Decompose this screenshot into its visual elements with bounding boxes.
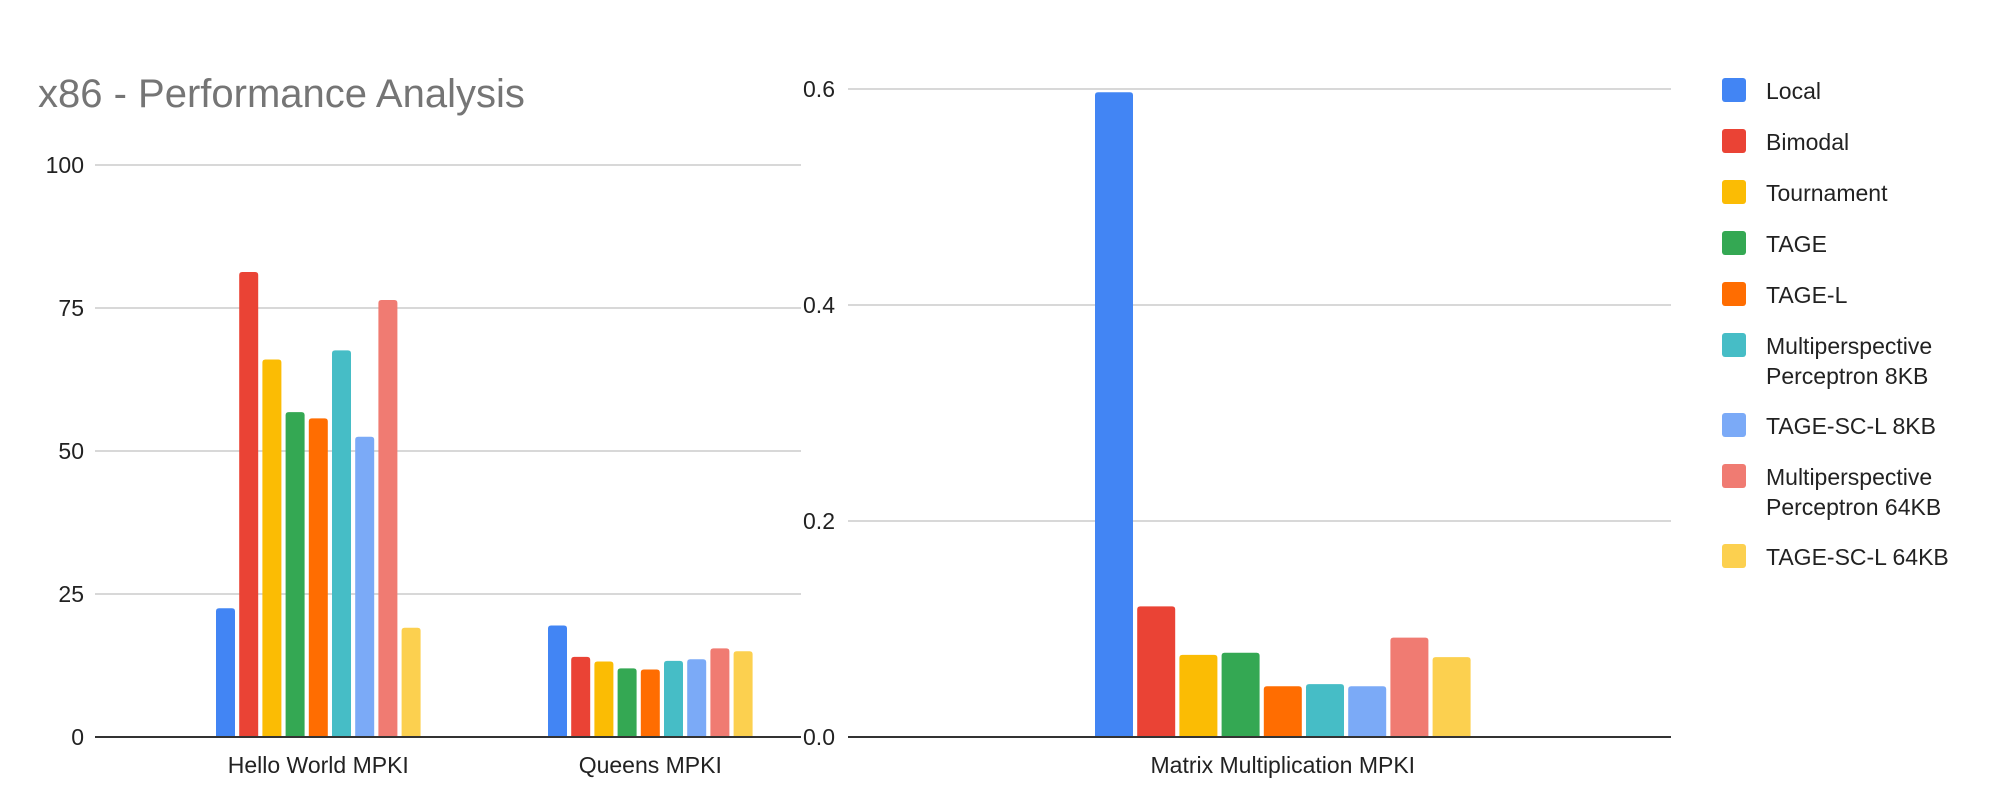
y-tick-label: 0.0 <box>803 724 835 750</box>
x-category-label: Hello World MPKI <box>228 752 409 778</box>
legend-item: TAGE-SC-L 8KB <box>1722 411 1936 441</box>
legend-item: Multiperspective Perceptron 64KB <box>1722 462 1941 522</box>
bar-tournament <box>1179 654 1218 737</box>
y-tick-label: 0.6 <box>803 76 835 102</box>
bar-multiperspective-perceptron-8kb <box>1306 684 1344 737</box>
legend-item: Multiperspective Perceptron 8KB <box>1722 331 1932 391</box>
legend-swatch <box>1722 282 1746 306</box>
bar-tage <box>1221 652 1260 737</box>
legend-swatch <box>1722 333 1746 357</box>
legend-label: Multiperspective Perceptron 8KB <box>1766 333 1933 389</box>
legend-label: Local <box>1766 78 1821 104</box>
bar-multiperspective-perceptron-8kb <box>664 660 683 737</box>
legend-swatch <box>1722 78 1746 102</box>
bar-tage-l <box>308 418 328 737</box>
legend-label: TAGE-SC-L 64KB <box>1766 544 1949 570</box>
legend-item: Local <box>1722 76 1821 106</box>
bar-tage <box>617 668 637 737</box>
legend-item: TAGE <box>1722 229 1827 259</box>
legend-swatch <box>1722 129 1746 153</box>
bar-multiperspective-perceptron-64kb <box>1390 637 1429 737</box>
legend-swatch <box>1722 231 1746 255</box>
legend-swatch <box>1722 464 1746 488</box>
x-category-label: Matrix Multiplication MPKI <box>1151 752 1416 778</box>
bar-bimodal <box>239 271 259 737</box>
bar-tage-l <box>640 669 660 737</box>
legend-label: Tournament <box>1766 180 1888 206</box>
legend-label: Bimodal <box>1766 129 1850 155</box>
legend-item: TAGE-L <box>1722 280 1847 310</box>
bar-local <box>1095 92 1133 738</box>
y-tick-label: 25 <box>58 581 84 607</box>
y-tick-label: 50 <box>58 438 84 464</box>
legend-item: Bimodal <box>1722 127 1849 157</box>
bar-tage-sc-l-8kb <box>355 436 375 737</box>
legend-label: TAGE-L <box>1766 282 1848 308</box>
bar-tage-sc-l-8kb <box>687 659 707 737</box>
bar-tage <box>285 412 305 737</box>
chart-title: x86 - Performance Analysis <box>38 72 525 116</box>
bar-tage-sc-l-8kb <box>1348 686 1387 737</box>
legend-swatch <box>1722 544 1746 568</box>
legend-item: Tournament <box>1722 178 1887 208</box>
bar-multiperspective-perceptron-64kb <box>378 299 398 737</box>
bar-local <box>216 608 235 737</box>
legend-item: TAGE-SC-L 64KB <box>1722 542 1949 572</box>
y-tick-label: 0.4 <box>803 292 835 318</box>
bar-tage-l <box>1263 686 1302 737</box>
legend-label: TAGE <box>1766 231 1827 257</box>
bar-multiperspective-perceptron-8kb <box>332 350 351 737</box>
bar-tournament <box>594 661 614 737</box>
bar-tournament <box>262 359 282 737</box>
y-tick-label: 0.2 <box>803 508 835 534</box>
legend-label: Multiperspective Perceptron 64KB <box>1766 464 1942 520</box>
y-tick-label: 0 <box>71 724 84 750</box>
x-category-label: Queens MPKI <box>579 752 722 778</box>
bar-tage-sc-l-64kb <box>733 651 753 737</box>
legend-swatch <box>1722 413 1746 437</box>
y-tick-label: 100 <box>46 152 84 178</box>
y-tick-label: 75 <box>58 295 84 321</box>
bar-tage-sc-l-64kb <box>1432 657 1471 737</box>
bar-local <box>548 625 567 737</box>
bar-tage-sc-l-64kb <box>401 627 421 737</box>
legend-label: TAGE-SC-L 8KB <box>1766 413 1936 439</box>
bar-bimodal <box>571 656 591 737</box>
bar-multiperspective-perceptron-64kb <box>710 648 730 737</box>
legend-swatch <box>1722 180 1746 204</box>
bar-bimodal <box>1137 606 1176 737</box>
